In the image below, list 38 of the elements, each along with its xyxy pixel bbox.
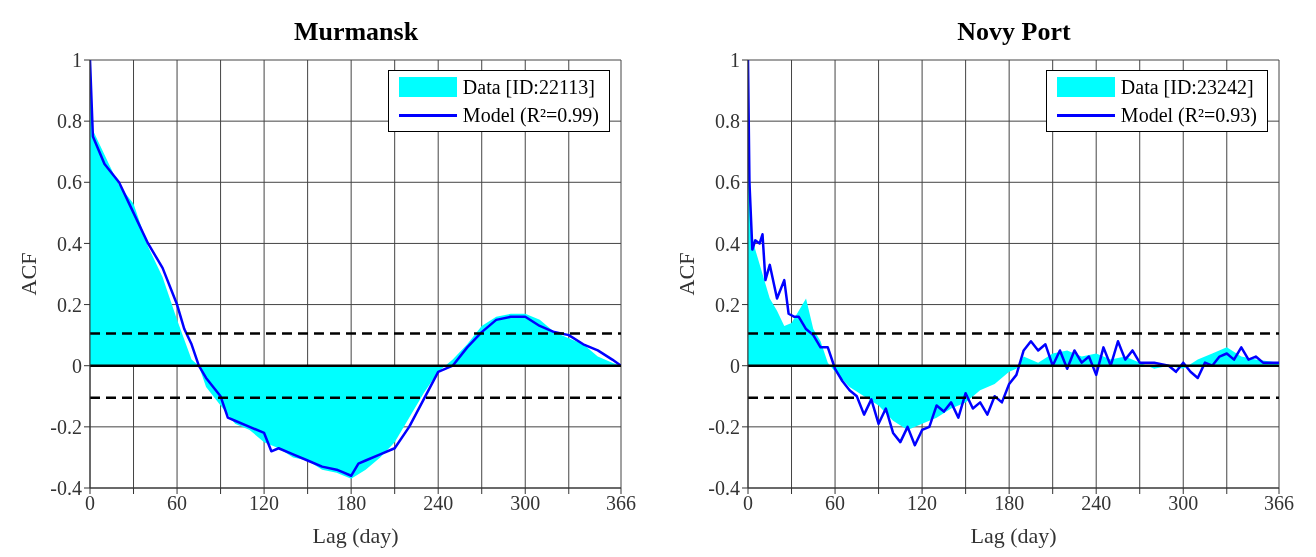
y-tick-label: -0.2 bbox=[708, 415, 740, 438]
y-tick-label: -0.2 bbox=[50, 415, 82, 438]
y-tick-label: 0.6 bbox=[715, 171, 740, 194]
y-tick-label: 0 bbox=[72, 354, 82, 377]
x-tick-label: 60 bbox=[825, 492, 846, 515]
chart-title: Murmansk bbox=[293, 17, 419, 46]
y-tick-label: 1 bbox=[72, 49, 82, 72]
y-tick-label: 0.4 bbox=[57, 232, 82, 255]
y-tick-label: 0.8 bbox=[57, 110, 82, 133]
y-tick-label: 0.8 bbox=[715, 110, 740, 133]
legend-label: Data [ID:23242] bbox=[1120, 75, 1254, 99]
legend-label: Data [ID:22113] bbox=[462, 75, 595, 99]
y-tick-label: 0.6 bbox=[57, 171, 82, 194]
chart-title: Novy Port bbox=[957, 17, 1072, 46]
y-tick-label: 0 bbox=[730, 354, 740, 377]
legend-label: Model (R²=0.93) bbox=[1120, 103, 1257, 127]
x-axis-title: Lag (day) bbox=[312, 523, 399, 548]
x-tick-label: 366 bbox=[606, 492, 636, 515]
x-tick-label: 240 bbox=[1081, 492, 1112, 515]
x-tick-label: 60 bbox=[167, 492, 188, 515]
x-tick-label: 300 bbox=[510, 492, 541, 515]
y-tick-label: 1 bbox=[730, 49, 740, 72]
x-tick-label: 180 bbox=[336, 492, 367, 515]
y-axis-title: ACF bbox=[15, 252, 41, 296]
y-tick-label: -0.4 bbox=[708, 477, 740, 500]
x-tick-label: 240 bbox=[423, 492, 454, 515]
y-axis-title: ACF bbox=[673, 252, 699, 296]
x-tick-label: 180 bbox=[994, 492, 1025, 515]
x-tick-label: 120 bbox=[907, 492, 938, 515]
x-axis-title: Lag (day) bbox=[970, 523, 1057, 548]
y-tick-label: 0.2 bbox=[57, 293, 82, 316]
x-tick-label: 300 bbox=[1168, 492, 1199, 515]
y-tick-label: 0.2 bbox=[715, 293, 740, 316]
x-tick-label: 366 bbox=[1264, 492, 1294, 515]
legend-label: Model (R²=0.99) bbox=[462, 103, 599, 127]
x-tick-label: 120 bbox=[249, 492, 280, 515]
y-tick-label: -0.4 bbox=[50, 477, 82, 500]
y-tick-label: 0.4 bbox=[715, 232, 740, 255]
